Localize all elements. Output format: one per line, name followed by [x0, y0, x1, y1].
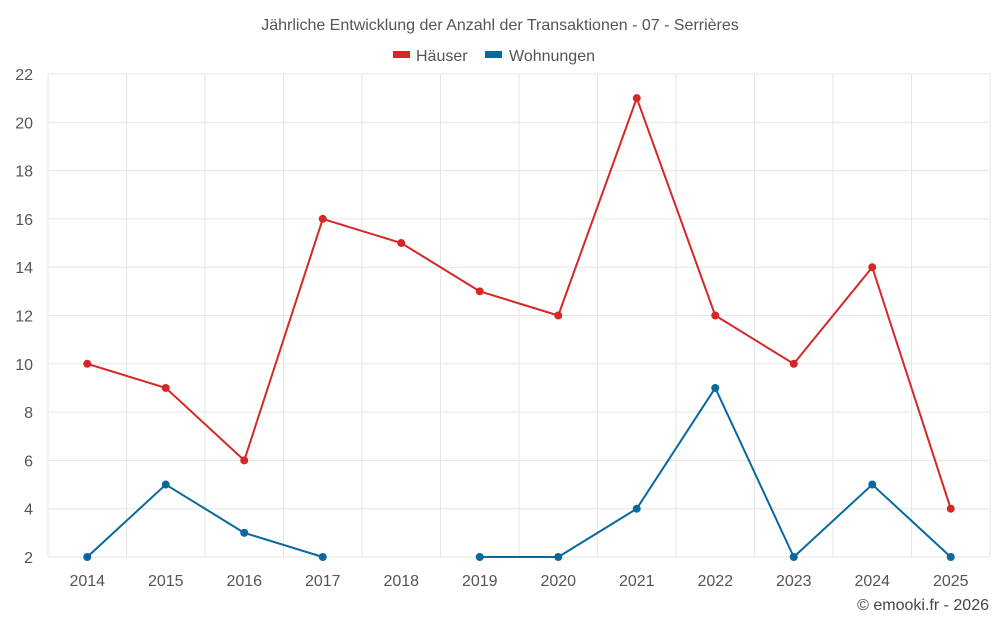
y-tick-label: 2: [24, 550, 33, 567]
data-point-1: [161, 480, 170, 489]
y-axis-ticks: 2 4 6 8 10 12 14 16 18 20 22: [15, 67, 33, 567]
x-tick-label: 2020: [540, 573, 576, 590]
x-tick-label: 2025: [933, 573, 969, 590]
legend-swatch-haeuser: [393, 51, 410, 58]
y-tick-label: 6: [24, 453, 33, 470]
data-point-0: [789, 359, 798, 368]
data-point-1: [240, 528, 249, 537]
data-point-1: [711, 383, 720, 392]
legend-label-wohnungen: Wohnungen: [509, 48, 595, 65]
y-tick-label: 22: [15, 67, 33, 84]
data-point-1: [83, 553, 92, 561]
data-point-0: [868, 263, 877, 272]
grid: [47, 73, 991, 558]
data-point-1: [868, 480, 877, 489]
x-tick-label: 2018: [383, 573, 419, 590]
chart-title: Jährliche Entwicklung der Anzahl der Tra…: [261, 17, 739, 34]
y-tick-label: 20: [15, 115, 33, 132]
legend-swatch-wohnungen: [485, 51, 502, 58]
series-line-0: [86, 97, 952, 510]
data-point-1: [789, 553, 798, 561]
x-tick-label: 2023: [776, 573, 812, 590]
y-tick-label: 18: [15, 164, 33, 181]
data-point-0: [632, 94, 641, 103]
y-tick-label: 16: [15, 212, 33, 229]
x-axis-ticks: 2014 2015 2016 2017 2018 2019 2020 2021 2022 2023…: [69, 573, 968, 590]
legend: Häuser Wohnungen: [393, 48, 595, 65]
data-point-0: [475, 287, 484, 296]
x-tick-label: 2022: [697, 573, 733, 590]
legend-label-haeuser: Häuser: [416, 48, 468, 65]
data-point-0: [946, 504, 955, 513]
data-point-1: [946, 553, 955, 561]
x-tick-label: 2021: [619, 573, 655, 590]
data-point-1: [475, 553, 484, 561]
data-point-0: [554, 311, 563, 320]
x-tick-label: 2015: [148, 573, 184, 590]
credit-text: © emooki.fr - 2026: [857, 597, 989, 614]
data-point-1: [318, 553, 327, 561]
data-point-0: [83, 359, 92, 368]
x-tick-label: 2014: [69, 573, 105, 590]
x-tick-label: 2016: [226, 573, 262, 590]
data-point-0: [161, 383, 170, 392]
data-point-1: [554, 553, 563, 561]
data-point-0: [397, 239, 406, 248]
y-tick-label: 4: [24, 502, 33, 519]
x-tick-label: 2024: [854, 573, 890, 590]
y-tick-label: 14: [15, 260, 33, 277]
x-tick-label: 2017: [305, 573, 341, 590]
data-point-1: [632, 504, 641, 513]
data-point-0: [711, 311, 720, 320]
data-point-0: [240, 456, 249, 465]
y-tick-label: 10: [15, 357, 33, 374]
y-tick-label: 12: [15, 309, 33, 326]
data-point-0: [318, 214, 327, 223]
series: [83, 94, 955, 561]
y-tick-label: 8: [24, 405, 33, 422]
x-tick-label: 2019: [462, 573, 498, 590]
